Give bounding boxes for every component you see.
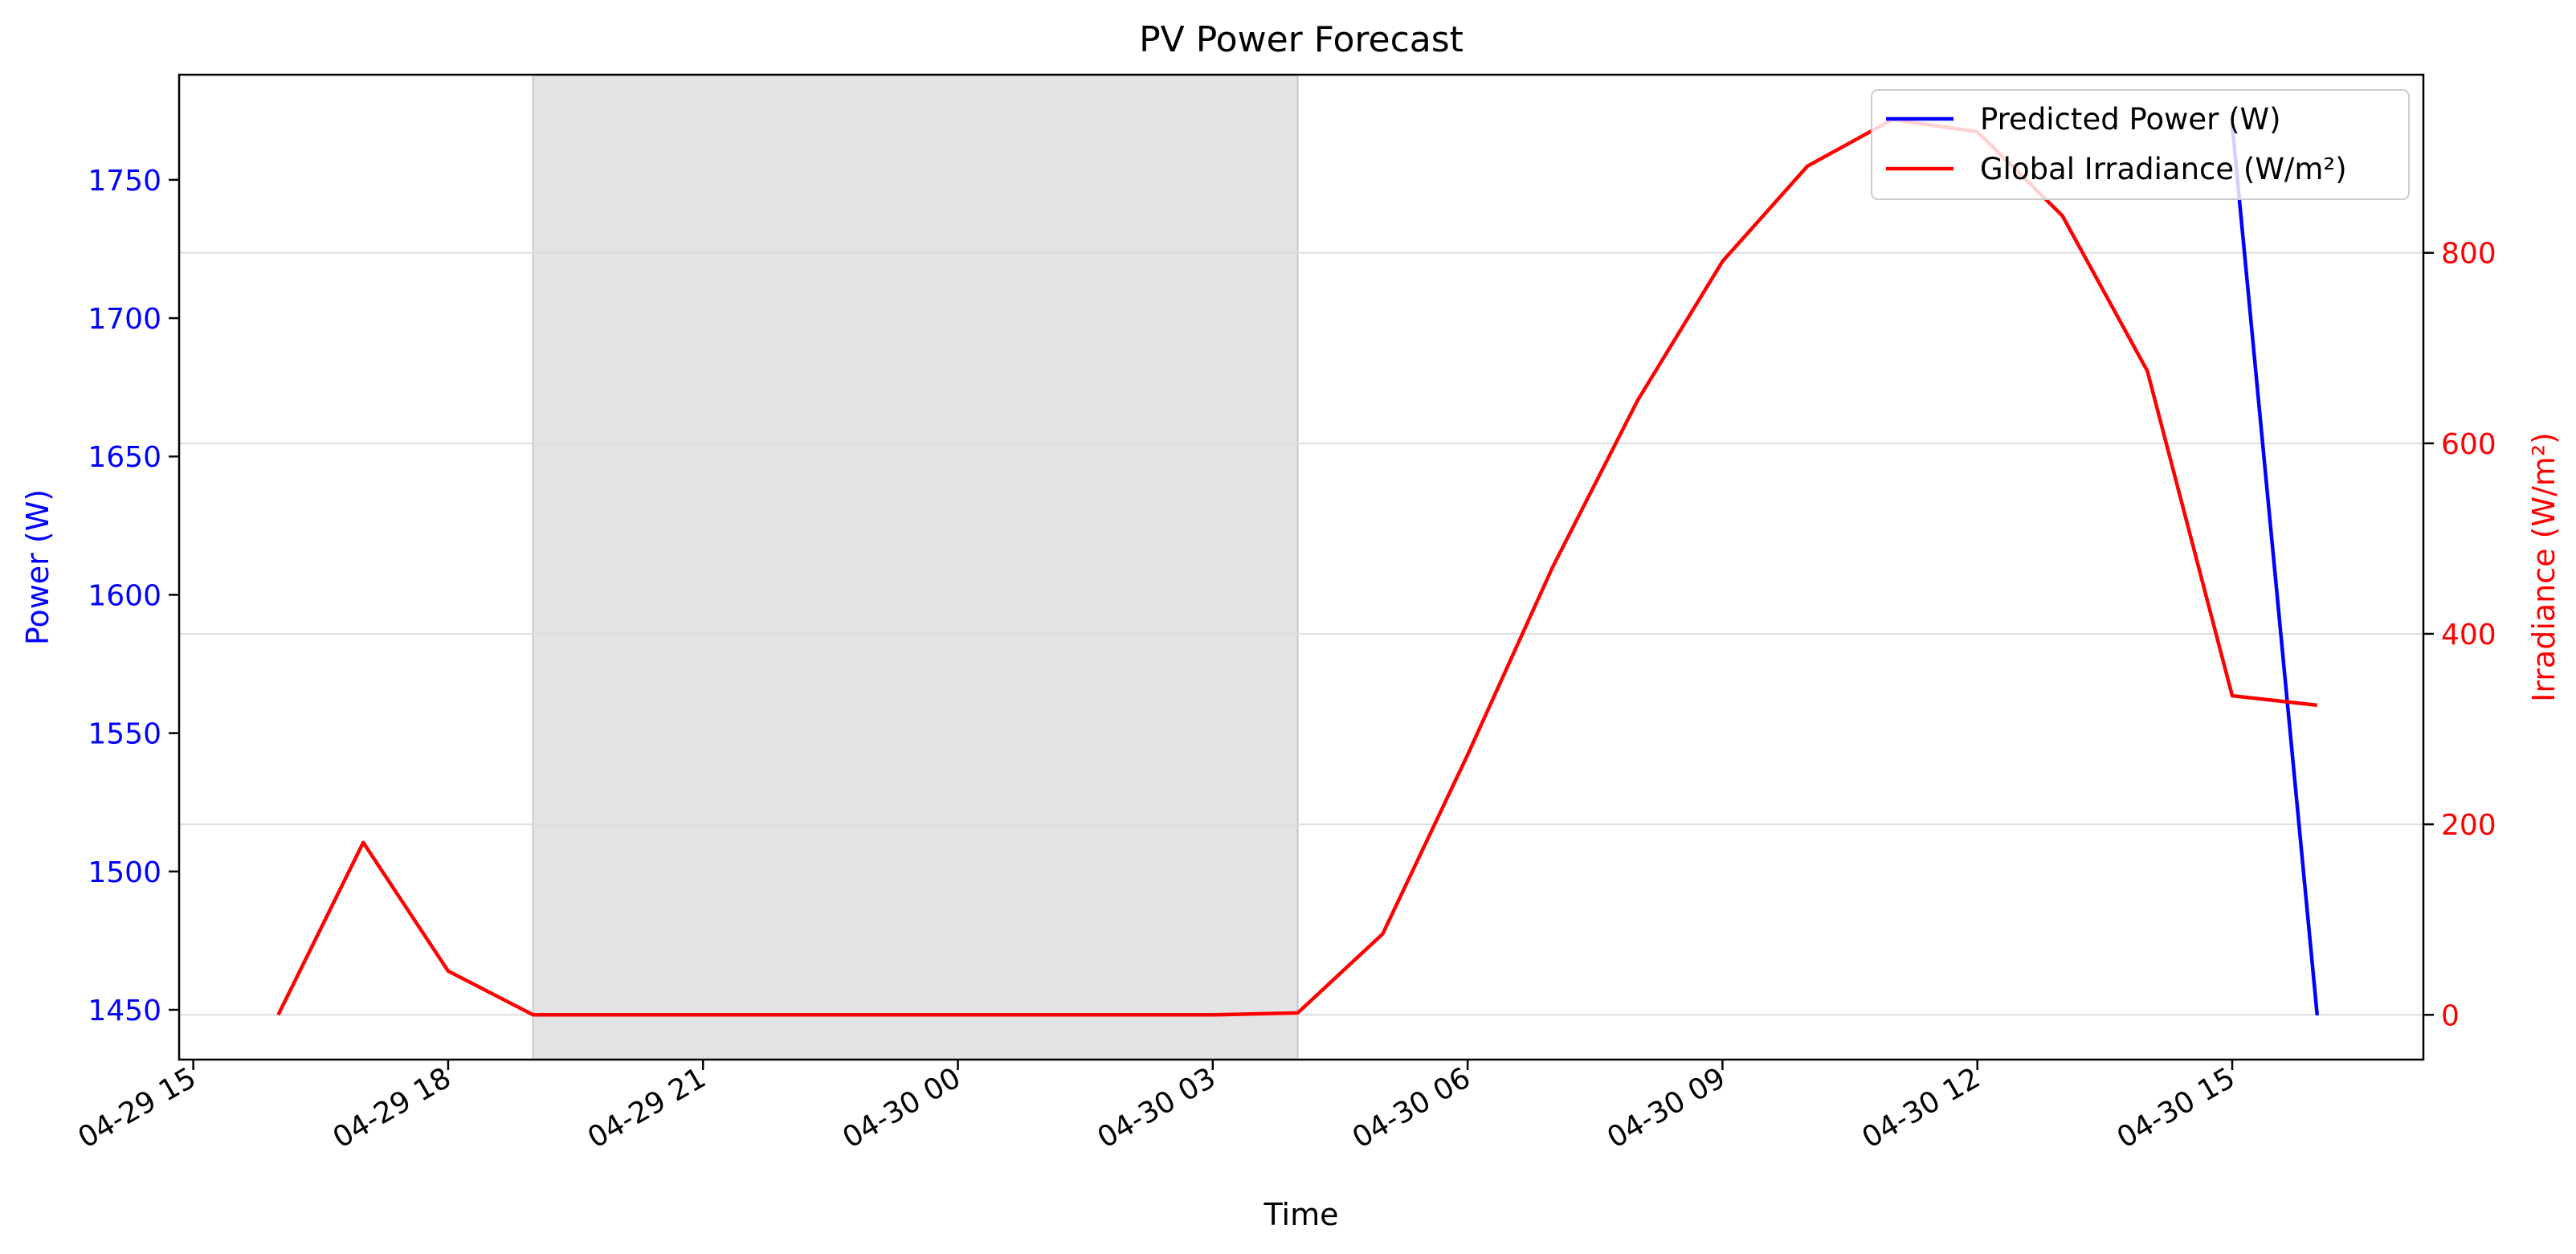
x-tick-label: 04-30 09 [1602,1061,1731,1154]
x-tick-label: 04-30 06 [1347,1061,1476,1154]
y-left-tick-label: 1450 [88,995,161,1027]
y-right-tick-label: 800 [2441,238,2496,271]
plot-frame [178,73,2425,1061]
legend: Predicted Power (W) Global Irradiance (W/… [1871,89,2410,200]
chart-title: PV Power Forecast [1139,19,1464,60]
x-tick-label: 04-30 12 [1857,1061,1986,1154]
y-left-axis-label: Power (W) [20,489,55,645]
y-right-tick-label: 200 [2441,809,2496,842]
x-tick-label: 04-30 03 [1092,1061,1222,1154]
y-left-tick-label: 1750 [88,165,161,198]
y-right-axis-label: Irradiance (W/m²) [2526,432,2562,702]
legend-label: Predicted Power (W) [1980,102,2281,137]
x-tick-label: 04-29 18 [328,1061,457,1154]
y-left-tick-label: 1600 [88,579,161,612]
legend-label: Global Irradiance (W/m²) [1980,152,2347,186]
y-right-tick-label: 400 [2441,619,2496,652]
series-line-predicted-power [2230,124,2320,1016]
y-left-tick-label: 1500 [88,856,161,889]
y-left-tick-label: 1650 [88,441,161,474]
x-tick-label: 04-30 00 [837,1061,966,1154]
x-axis-label: Time [1264,1197,1339,1232]
y-right-tick-label: 0 [2441,999,2460,1032]
x-tick-label: 04-29 21 [582,1061,712,1154]
legend-box [1871,89,2410,200]
y-left-tick-label: 1700 [88,303,161,336]
y-right-tick-label: 600 [2441,428,2496,461]
y-left-tick-label: 1550 [88,718,161,751]
x-tick-label: 04-29 15 [72,1061,202,1154]
x-tick-label: 04-30 15 [2112,1061,2241,1154]
shaded-interval [532,74,1299,1060]
